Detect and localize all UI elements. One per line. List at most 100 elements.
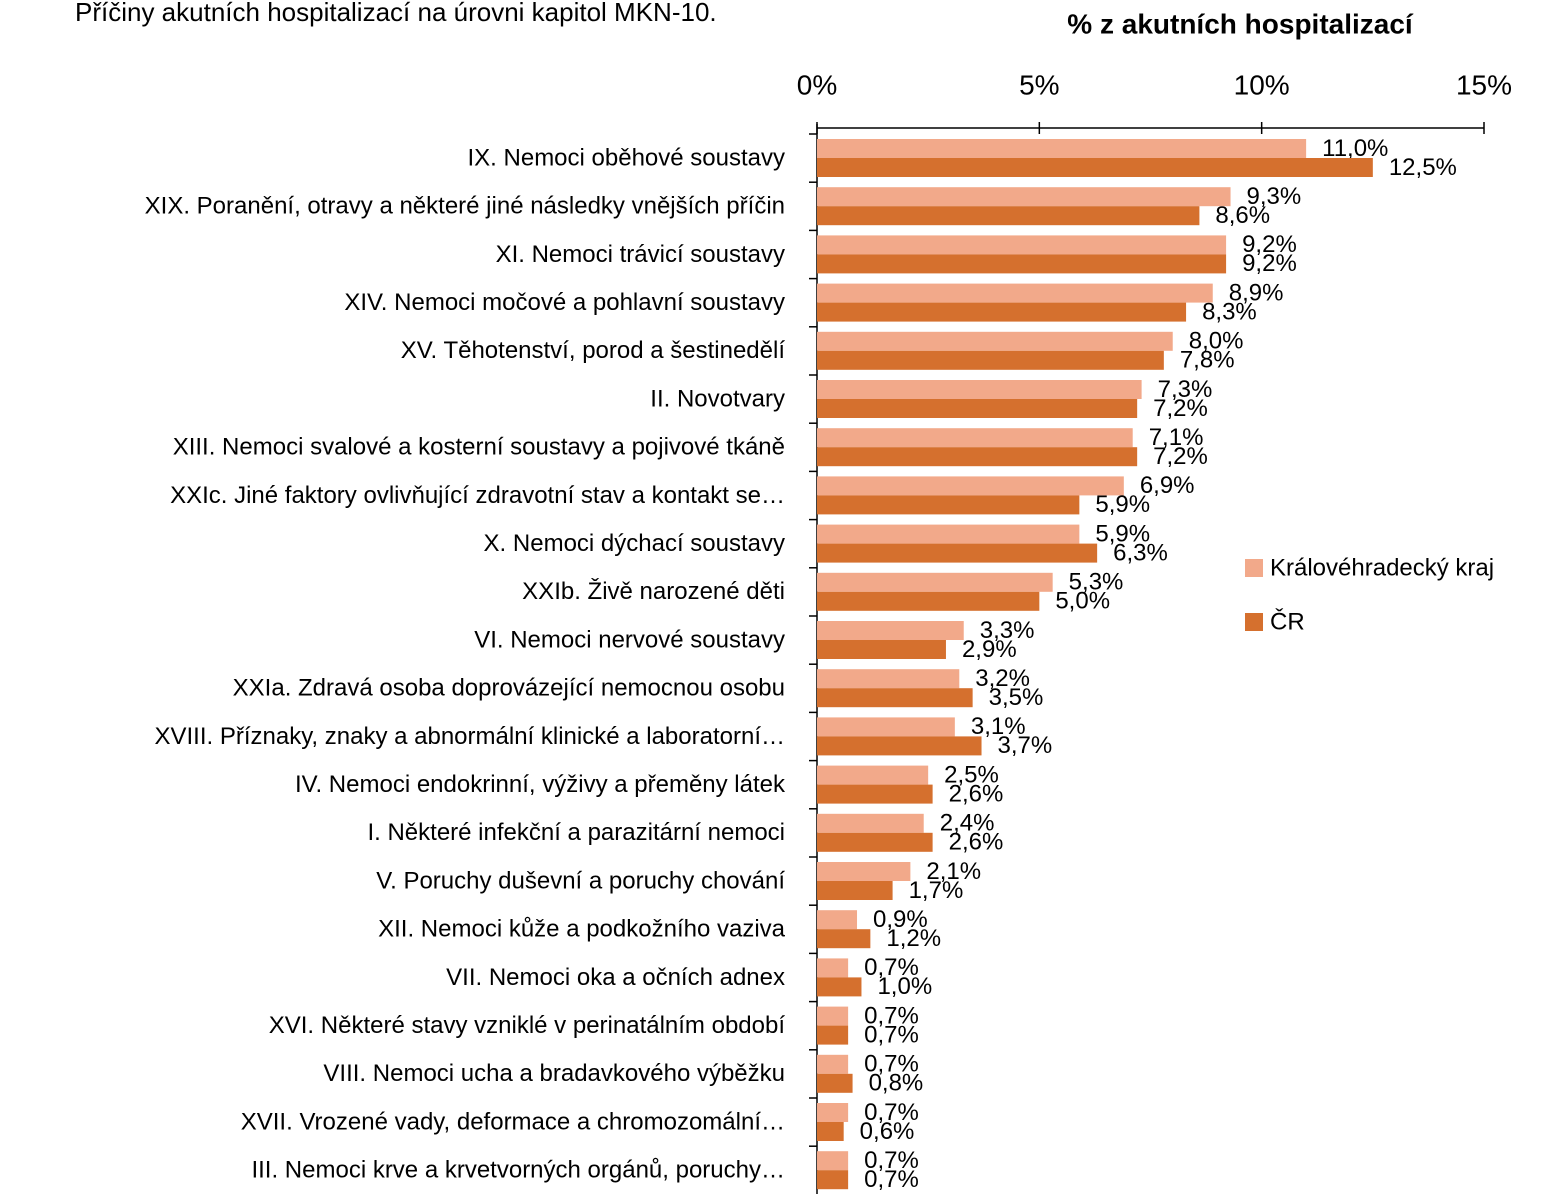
value-label: 11,0%	[1322, 135, 1388, 162]
legend-swatch	[1245, 613, 1263, 631]
bar	[817, 1054, 849, 1074]
bar	[817, 1025, 849, 1045]
bar	[817, 283, 1213, 303]
value-label: 9,3%	[1247, 183, 1302, 210]
value-label: 0,7%	[864, 1051, 919, 1078]
value-label: 6,3%	[1113, 539, 1168, 566]
bar	[817, 621, 964, 640]
value-label: 2,5%	[944, 761, 999, 788]
bar	[817, 572, 1053, 592]
y-tick-label: V. Poruchy duševní a poruchy chování	[376, 867, 785, 894]
value-label: 12,5%	[1389, 154, 1457, 181]
y-tick-label: IX. Nemoci oběhové soustavy	[468, 144, 786, 171]
bar	[817, 688, 973, 708]
x-tick-label: 5%	[1019, 69, 1059, 100]
value-label: 5,9%	[1095, 520, 1150, 547]
bar	[817, 1151, 849, 1171]
value-label: 1,7%	[909, 877, 964, 904]
value-label: 5,9%	[1095, 491, 1150, 518]
bar	[817, 1122, 844, 1141]
bar	[817, 476, 1124, 496]
value-label: 0,7%	[864, 954, 919, 981]
legend-swatch	[1245, 559, 1263, 577]
x-tick-label: 10%	[1234, 69, 1290, 100]
value-label: 6,9%	[1140, 472, 1195, 499]
value-label: 2,4%	[940, 810, 995, 837]
bar	[817, 977, 862, 997]
bar	[817, 958, 849, 978]
value-label: 2,6%	[949, 829, 1004, 856]
value-label: 3,5%	[989, 684, 1044, 711]
value-label: 8,0%	[1189, 328, 1244, 355]
bar	[817, 206, 1200, 226]
bar	[817, 862, 911, 881]
value-label: 2,6%	[949, 780, 1004, 807]
bar	[817, 717, 955, 737]
value-label: 0,7%	[864, 1166, 919, 1193]
bar	[817, 187, 1231, 207]
legend-label: Královéhradecký kraj	[1270, 554, 1494, 581]
value-label: 5,0%	[1055, 588, 1110, 615]
chart-title: % z akutních hospitalizací	[1067, 8, 1414, 39]
bar	[817, 524, 1080, 544]
bar	[817, 669, 960, 689]
value-label: 1,0%	[877, 973, 932, 1000]
bar	[817, 929, 871, 949]
bar	[817, 302, 1187, 322]
y-tick-label: XVII. Vrozené vady, deformace a chromozo…	[241, 1108, 785, 1135]
bar	[817, 784, 933, 804]
y-tick-label: XII. Nemoci kůže a podkožního vaziva	[378, 916, 786, 943]
bar	[817, 543, 1098, 563]
y-tick-label: XXIb. Živě narozené děti	[522, 578, 785, 605]
y-tick-label: III. Nemoci krve a krvetvorných orgánů, …	[251, 1157, 785, 1184]
bar	[817, 331, 1173, 351]
bar	[817, 350, 1164, 370]
value-label: 9,2%	[1242, 250, 1297, 277]
bar	[817, 428, 1133, 448]
value-label: 0,7%	[864, 1002, 919, 1029]
bar	[817, 1006, 849, 1026]
value-label: 8,9%	[1229, 279, 1284, 306]
value-label: 2,9%	[962, 636, 1017, 663]
y-tick-label: XXIc. Jiné faktory ovlivňující zdravotní…	[170, 482, 785, 509]
bar	[817, 447, 1138, 467]
value-label: 1,2%	[886, 925, 941, 952]
bar	[817, 813, 924, 833]
y-tick-label: I. Některé infekční a parazitární nemoci	[367, 819, 785, 846]
value-label: 3,7%	[998, 732, 1053, 759]
y-tick-label: X. Nemoci dýchací soustavy	[484, 530, 785, 557]
bar	[817, 399, 1138, 418]
value-label: 9,2%	[1242, 231, 1297, 258]
value-label: 7,2%	[1153, 395, 1208, 422]
y-tick-label: II. Novotvary	[650, 385, 785, 412]
chart-subtitle: Příčiny akutních hospitalizací na úrovni…	[75, 0, 717, 27]
y-tick-label: XIII. Nemoci svalové a kosterní soustavy…	[173, 434, 785, 461]
x-tick-label: 0%	[797, 69, 837, 100]
value-label: 8,3%	[1202, 298, 1257, 325]
value-label: 3,3%	[980, 617, 1035, 644]
value-label: 7,2%	[1153, 443, 1208, 470]
value-label: 7,8%	[1180, 347, 1235, 374]
bar	[817, 1103, 849, 1122]
bar	[817, 765, 929, 785]
value-label: 0,9%	[873, 906, 928, 933]
bar	[817, 1170, 849, 1190]
bar	[817, 910, 858, 930]
x-tick-label: 15%	[1456, 69, 1512, 100]
value-label: 7,3%	[1158, 376, 1213, 403]
bar	[817, 254, 1227, 274]
y-tick-label: XIV. Nemoci močové a pohlavní soustavy	[344, 289, 785, 316]
bar	[817, 1073, 853, 1093]
value-label: 0,8%	[869, 1070, 924, 1097]
value-label: 3,1%	[971, 713, 1026, 740]
bar	[817, 832, 933, 852]
value-label: 3,2%	[975, 665, 1030, 692]
y-tick-label: XIX. Poranění, otravy a některé jiné nás…	[145, 193, 785, 220]
y-tick-label: XVIII. Příznaky, znaky a abnormální klin…	[154, 723, 785, 750]
bar	[817, 235, 1227, 255]
bar	[817, 158, 1373, 177]
bar	[817, 495, 1080, 515]
value-label: 0,6%	[860, 1118, 915, 1145]
y-tick-label: VIII. Nemoci ucha a bradavkového výběžku	[323, 1060, 785, 1087]
